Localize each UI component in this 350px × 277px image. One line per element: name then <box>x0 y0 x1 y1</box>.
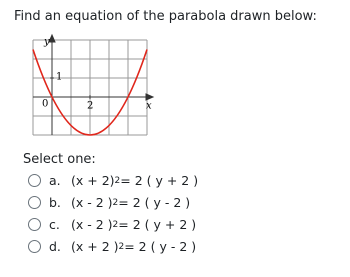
parabola <box>32 49 148 136</box>
radio-button[interactable] <box>28 174 41 187</box>
y-axis-label: y <box>43 37 50 48</box>
equation-rhs: = 2 ( y + 2 ) <box>118 217 197 232</box>
grid <box>32 39 148 136</box>
equation-lhs: (x - 2 ) <box>71 195 113 210</box>
prompt: Select one: <box>23 152 96 167</box>
equation-rhs: = 2 ( y - 2 ) <box>124 239 197 254</box>
origin-label: 0 <box>42 99 48 110</box>
exponent: 2 <box>118 241 125 252</box>
x-tick-label: 2 <box>87 101 93 112</box>
x-axis-label: x <box>146 101 152 112</box>
equation-lhs: (x + 2 ) <box>71 239 119 254</box>
equation-rhs: = 2 ( y - 2 ) <box>118 195 191 210</box>
question: Find an equation of the parabola drawn b… <box>14 9 317 24</box>
axes <box>33 33 155 135</box>
equation-lhs: (x - 2 ) <box>71 217 113 232</box>
option[interactable]: c. (x - 2 ) 2 = 2 ( y + 2 ) <box>28 217 196 232</box>
option[interactable]: d. (x + 2 ) 2 = 2 ( y - 2 ) <box>28 239 196 254</box>
equation-rhs: = 2 ( y + 2 ) <box>120 173 199 188</box>
radio-button[interactable] <box>28 218 41 231</box>
graph: y x 0 1 2 <box>32 33 155 136</box>
equation-lhs: (x + 2) <box>71 173 115 188</box>
exponent: 2 <box>112 219 119 230</box>
exponent: 2 <box>112 197 119 208</box>
radio-button[interactable] <box>28 196 41 209</box>
option-letter: d. <box>49 239 61 254</box>
option-letter: c. <box>49 217 60 232</box>
option[interactable]: b. (x - 2 ) 2 = 2 ( y - 2 ) <box>28 195 190 210</box>
option-letter: a. <box>49 173 61 188</box>
y-tick-label: 1 <box>56 72 62 83</box>
radio-button[interactable] <box>28 240 41 253</box>
option-letter: b. <box>49 195 61 210</box>
exponent: 2 <box>114 175 121 186</box>
option[interactable]: a. (x + 2) 2 = 2 ( y + 2 ) <box>28 173 198 188</box>
